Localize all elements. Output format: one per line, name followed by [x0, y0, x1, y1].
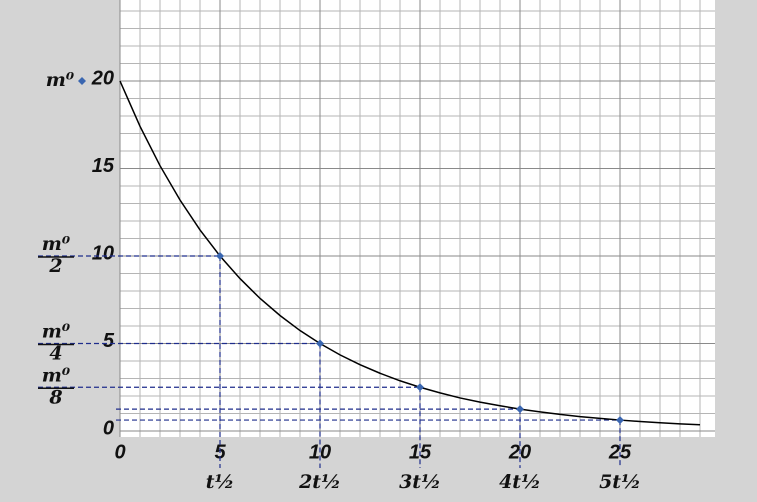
marker: [78, 77, 86, 85]
y-annotation-numerator: m⁰: [42, 321, 71, 343]
point: [516, 405, 524, 414]
x-tick-label: 0: [114, 441, 125, 463]
x-annotation: 3t½: [399, 471, 441, 493]
plot-area: [120, 0, 715, 437]
y-annotation: m⁰: [46, 69, 75, 91]
y-annotation-denominator: 4: [49, 343, 62, 365]
point: [416, 383, 424, 392]
y-annotation-denominator: 2: [48, 255, 62, 277]
point: [316, 339, 324, 348]
y-tick-label: 10: [92, 242, 114, 264]
y-tick-label: 15: [92, 155, 115, 177]
y-annotation-denominator: 8: [48, 386, 62, 408]
y-tick-label: 20: [91, 67, 114, 89]
point: [216, 252, 224, 260]
x-annotation: 2t½: [298, 471, 341, 493]
y-annotation-numerator: m⁰: [42, 364, 71, 386]
y-tick-label: 5: [103, 330, 115, 352]
x-annotation: t½: [206, 471, 235, 493]
y-annotation-numerator: m⁰: [42, 233, 71, 255]
y-tick-label: 0: [103, 417, 114, 439]
x-annotation: 5t½: [599, 471, 641, 493]
point: [616, 416, 624, 425]
curve: [119, 80, 701, 426]
x-annotation: 4t½: [499, 471, 541, 493]
